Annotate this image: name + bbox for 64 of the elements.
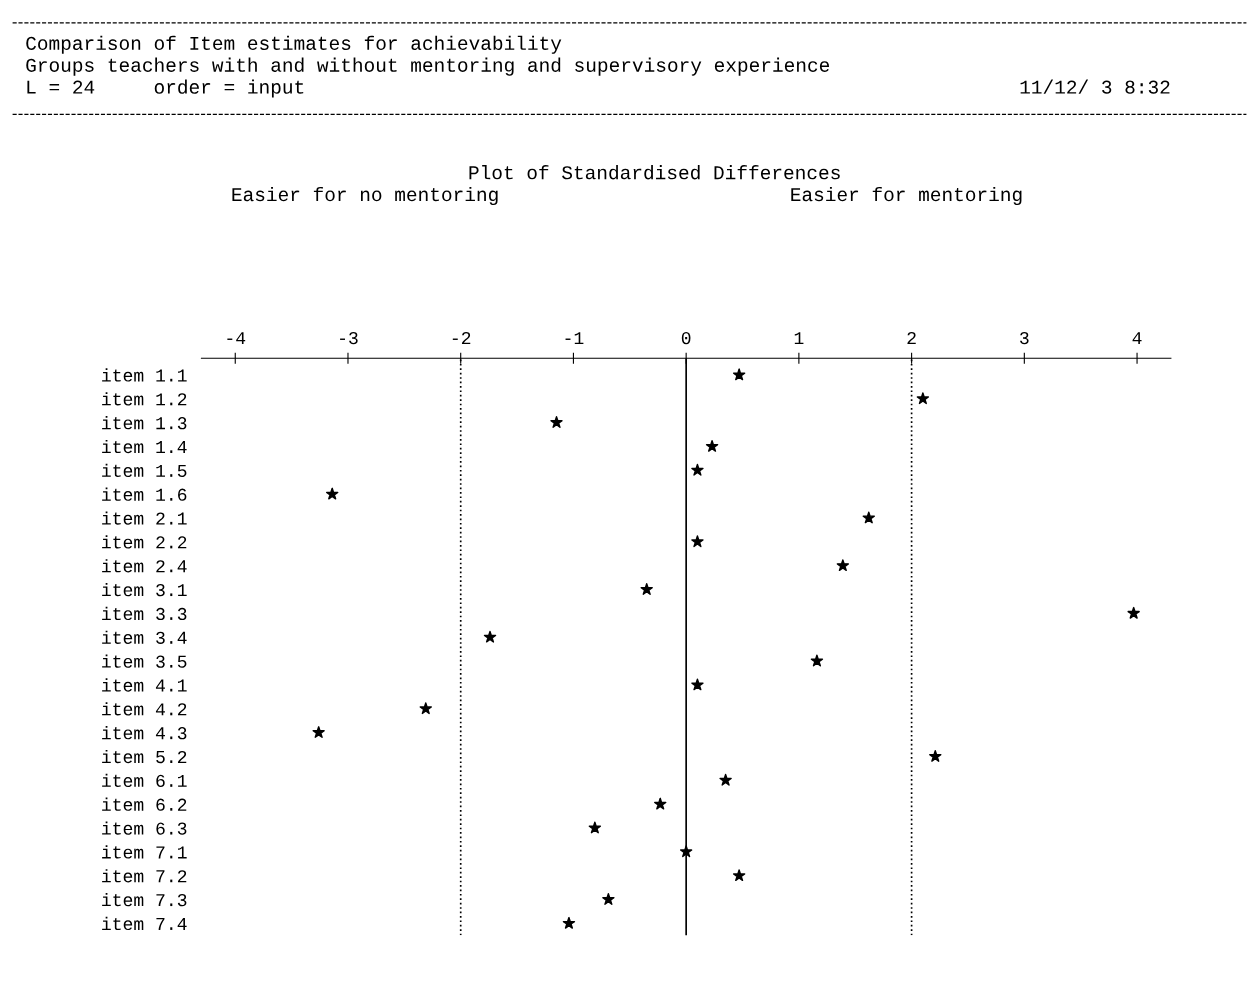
y-tick-label: item 7.4	[102, 916, 187, 931]
point	[562, 916, 576, 929]
x-tick-label: -2	[452, 331, 471, 345]
point	[732, 869, 746, 882]
point	[550, 416, 563, 428]
x-tick-label: 0	[681, 331, 691, 345]
point	[312, 726, 325, 738]
y-tick-label: item 6.1	[102, 773, 187, 788]
y-tick-label: item 1.2	[102, 392, 187, 406]
text: L = 24 order = input	[27, 79, 304, 98]
y-tick-label: item 3.3	[102, 606, 187, 621]
text: Easier for mentoring	[791, 186, 1022, 206]
text: Plot of Standardised Differences	[469, 165, 840, 180]
point	[588, 821, 602, 834]
x-tick-label: -1	[565, 332, 584, 345]
y-tick-label: item 6.3	[102, 821, 187, 835]
point	[679, 845, 693, 858]
point	[602, 893, 615, 905]
chart-title: Comparison of Item estimates for achievability	[26, 35, 562, 54]
y-tick-label: item 1.6	[102, 487, 187, 501]
point	[862, 511, 875, 524]
y-tick-label: item 3.4	[102, 630, 187, 644]
y-tick-label: item 6.2	[102, 797, 187, 811]
point	[483, 630, 497, 643]
text: Easier for no mentoring	[232, 186, 498, 206]
y-tick-label: item 5.2	[102, 749, 187, 764]
point	[705, 439, 719, 452]
point	[691, 678, 704, 691]
x-tick-label: 1	[794, 332, 804, 345]
x-tick-label: 4	[1132, 332, 1142, 345]
y-tick-label: item 7.2	[102, 869, 187, 883]
point	[654, 797, 667, 810]
y-tick-label: item 1.5	[102, 463, 187, 477]
point	[691, 463, 704, 476]
x-tick-label: 3	[1020, 331, 1029, 345]
y-tick-label: item 2.2	[102, 535, 187, 549]
y-tick-label: item 3.1	[102, 582, 187, 597]
y-tick-label: item 1.3	[102, 416, 187, 430]
point	[916, 392, 930, 405]
point	[640, 583, 653, 595]
y-tick-label: item 4.3	[102, 726, 187, 740]
point	[325, 487, 339, 500]
point	[810, 654, 824, 667]
y-tick-label: item 4.2	[102, 702, 187, 716]
y-tick-label: item 4.1	[102, 678, 187, 692]
y-tick-label: item 7.3	[102, 892, 187, 907]
point	[1127, 606, 1140, 619]
y-tick-label: item 3.5	[102, 654, 187, 668]
chart-subtitle: Groups teachers with and without mentoring and supervisory experience	[26, 57, 830, 76]
point	[836, 559, 850, 572]
x-tick-label: -3	[340, 331, 358, 345]
y-tick-label: item 1.1	[102, 368, 187, 382]
text: 11/12/ 3 8:32	[1020, 79, 1170, 94]
y-tick-label: item 2.4	[102, 559, 187, 573]
point	[419, 702, 432, 715]
point	[929, 749, 942, 762]
y-tick-label: item 1.4	[102, 439, 187, 454]
y-tick-label: item 7.1	[102, 845, 187, 859]
y-tick-label: item 2.1	[102, 511, 187, 525]
point	[732, 368, 746, 381]
x-tick-label: 2	[907, 331, 916, 345]
point	[719, 773, 732, 786]
x-tick-label: -4	[227, 332, 246, 345]
point	[691, 535, 704, 548]
